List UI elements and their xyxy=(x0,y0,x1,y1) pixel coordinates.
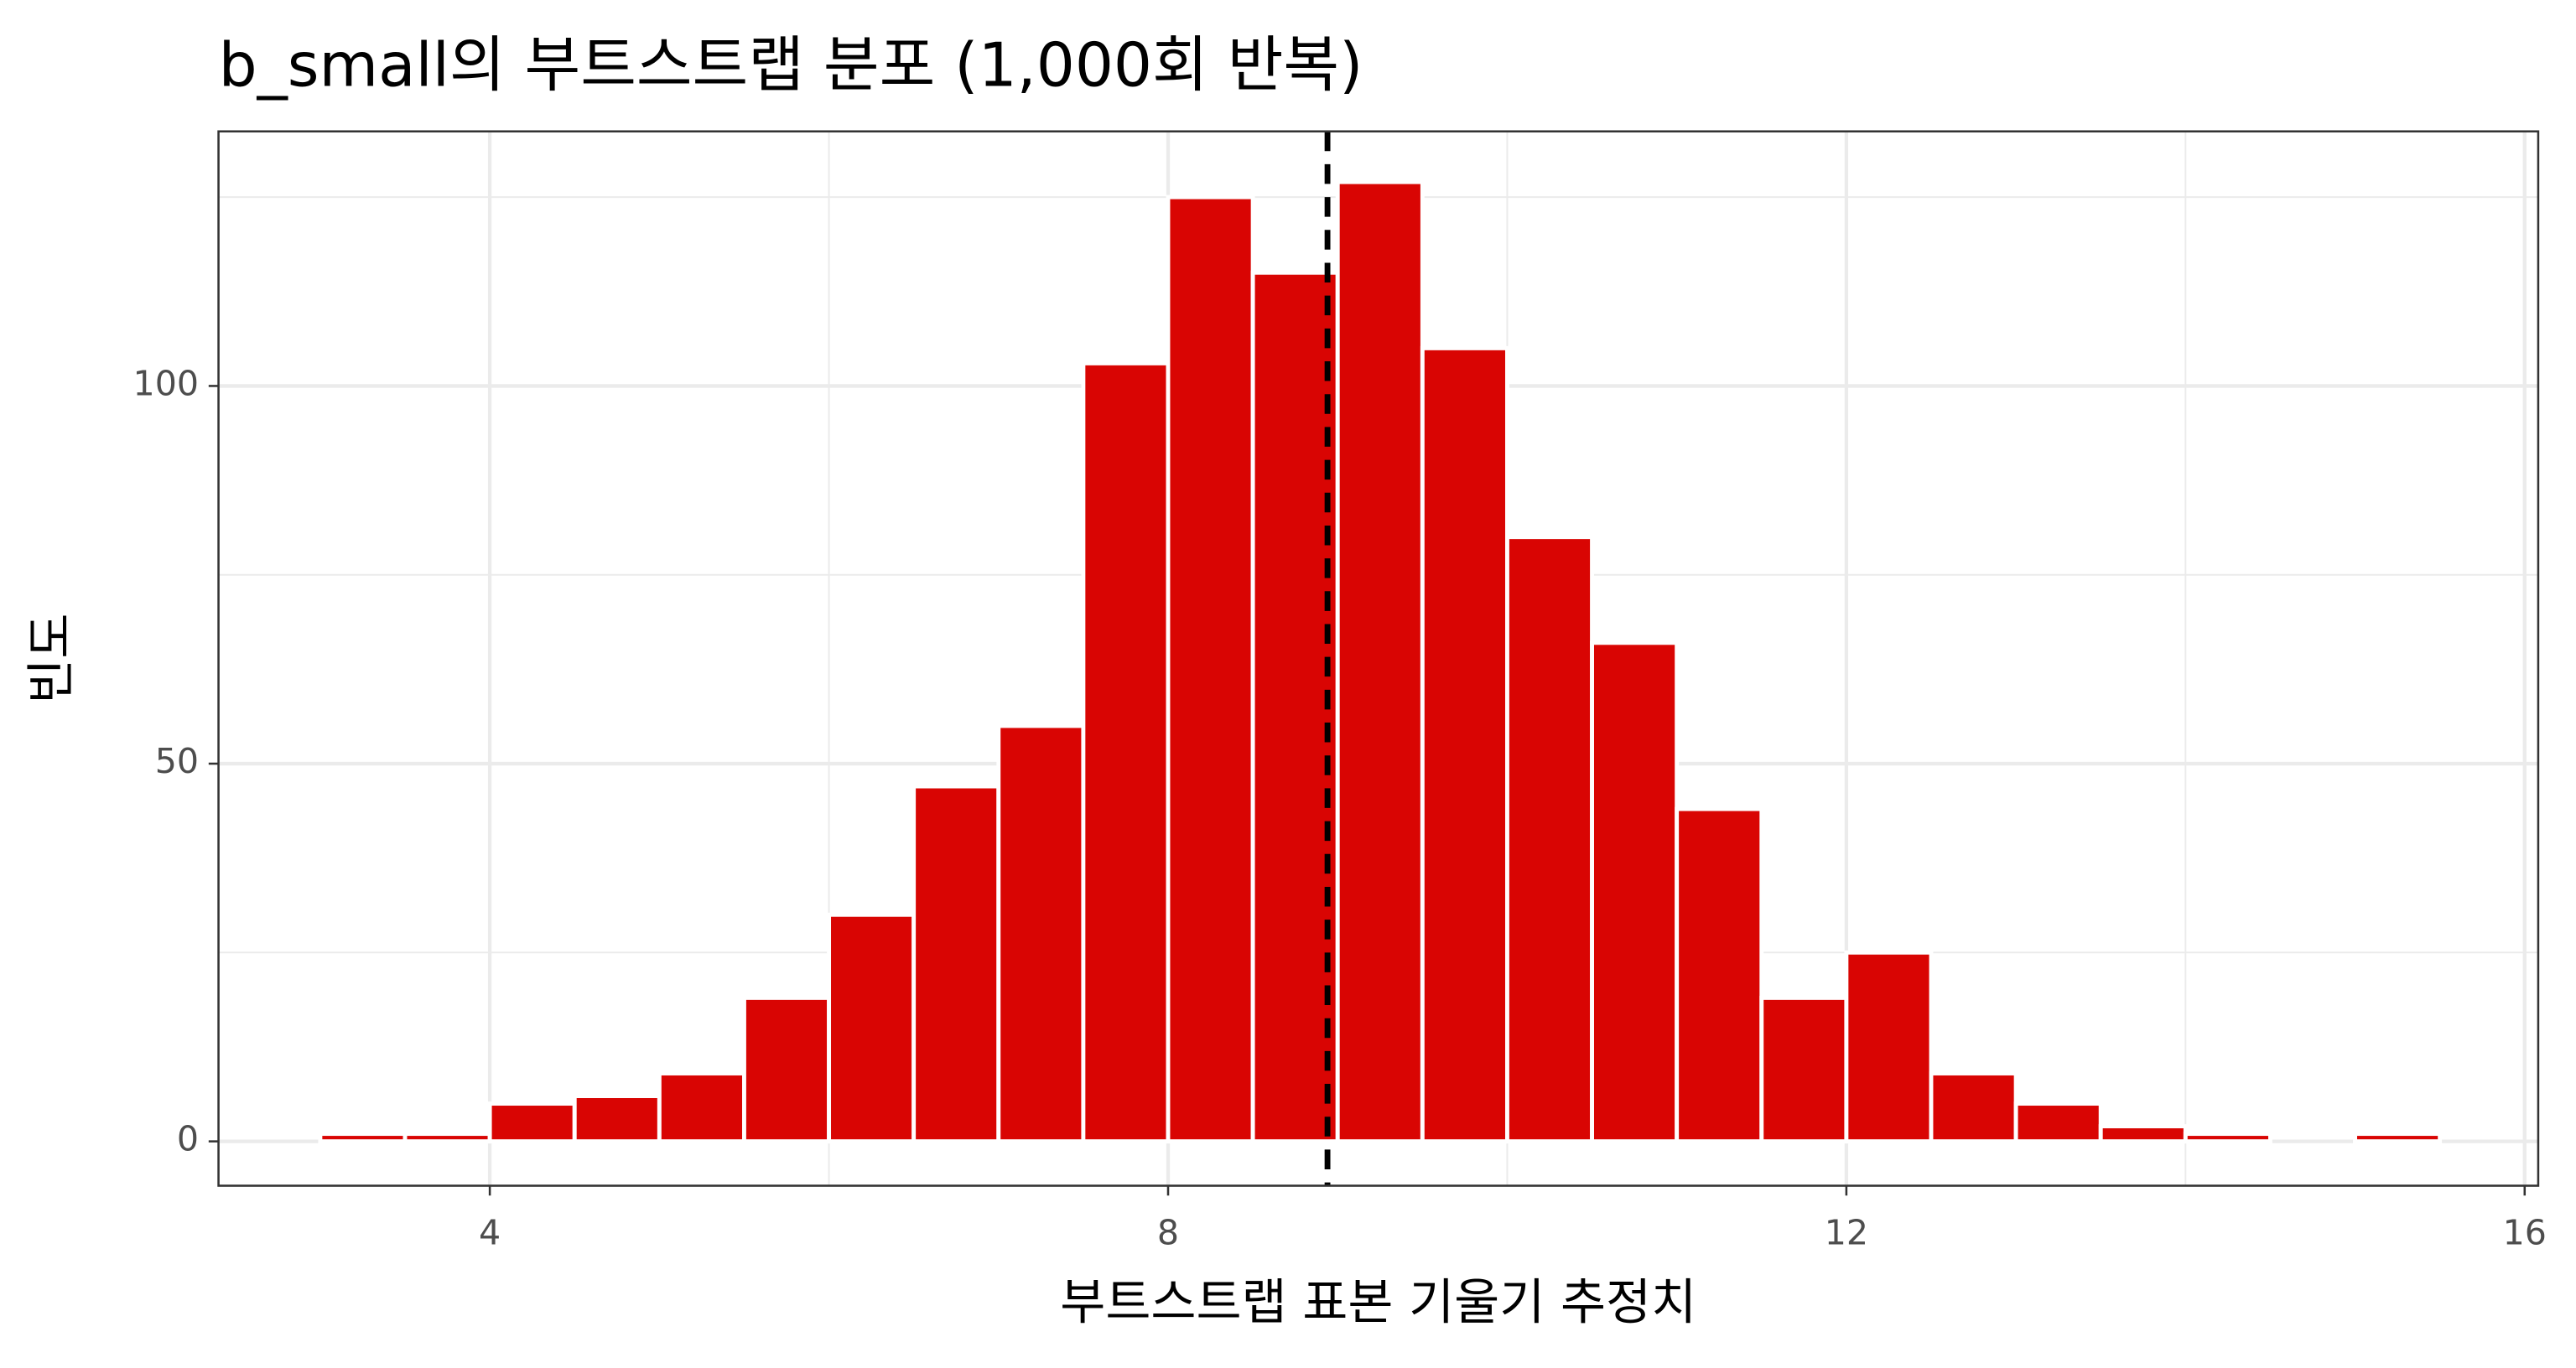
bar xyxy=(1929,1071,2018,1144)
x-tick-label: 8 xyxy=(1157,1212,1179,1252)
x-axis-label: 부트스트랩 표본 기울기 추정치 xyxy=(1060,1273,1696,1331)
bar xyxy=(1844,950,1934,1144)
bar xyxy=(2098,1124,2188,1144)
bar xyxy=(1759,995,1849,1144)
bar xyxy=(487,1101,577,1144)
x-tick-label: 12 xyxy=(1825,1212,1868,1252)
bar xyxy=(1420,345,1509,1144)
bar xyxy=(402,1132,492,1144)
y-tick-label: 0 xyxy=(177,1119,199,1159)
bar xyxy=(2353,1132,2443,1144)
bar xyxy=(742,995,832,1144)
y-axis-label: 빈도 xyxy=(22,614,80,704)
bar xyxy=(318,1132,408,1144)
y-tick-label: 100 xyxy=(133,363,200,403)
bar xyxy=(1081,360,1171,1144)
bar xyxy=(827,912,917,1144)
bar xyxy=(1335,179,1425,1144)
panel-border xyxy=(217,130,2540,1187)
plot-marks xyxy=(318,131,2443,1186)
chart-title: b_small의 부트스트랩 분포 (1,000회 반복) xyxy=(219,30,1363,101)
bar xyxy=(2183,1132,2272,1144)
bar xyxy=(1166,194,1255,1144)
x-tick-label: 4 xyxy=(479,1212,501,1252)
bar xyxy=(911,784,1001,1144)
bar xyxy=(996,723,1086,1144)
bar xyxy=(1590,640,1680,1144)
bar xyxy=(1504,535,1595,1144)
y-tick-label: 50 xyxy=(155,741,199,781)
bar xyxy=(1250,270,1340,1144)
bar xyxy=(2013,1101,2103,1144)
x-tick-label: 16 xyxy=(2503,1212,2547,1252)
bar xyxy=(572,1094,662,1144)
bar xyxy=(657,1071,746,1144)
bar xyxy=(1675,806,1764,1144)
